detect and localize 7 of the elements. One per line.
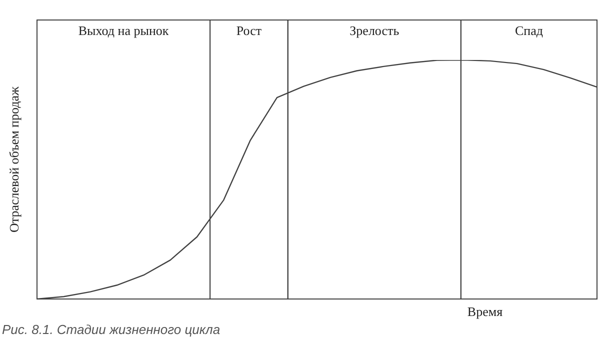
y-axis-title: Отраслевой объем продаж xyxy=(6,85,22,232)
text: Рост xyxy=(236,22,262,38)
text: Зрелость xyxy=(350,22,400,38)
text: Спад xyxy=(514,22,544,38)
x-axis-title: Время xyxy=(467,304,503,319)
text: Выход на рынок xyxy=(78,22,170,38)
text: Рис. 8.1. Стадии жизненного цикла xyxy=(2,322,220,337)
